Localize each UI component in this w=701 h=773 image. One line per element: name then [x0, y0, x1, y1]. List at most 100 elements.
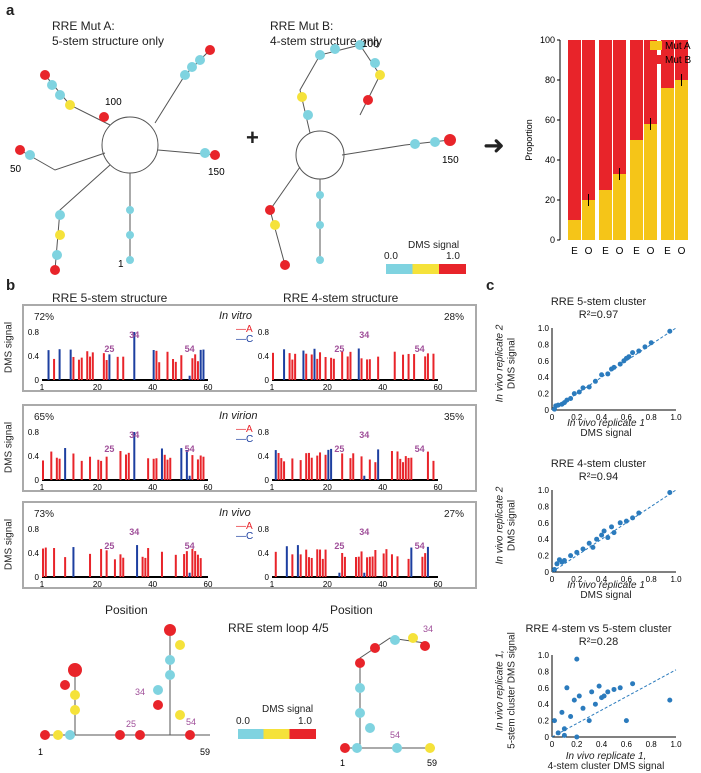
dms-bar — [275, 450, 277, 480]
scatter-point — [574, 550, 579, 555]
dms-bar — [147, 548, 149, 577]
dms-bar — [164, 455, 166, 480]
dms-bar — [305, 550, 307, 577]
dms-bar — [432, 354, 434, 380]
scatter-ylabel-2: DMS signal — [507, 466, 518, 586]
x-tick-label: 60 — [204, 483, 213, 492]
y-tick-label: 0.8 — [28, 328, 40, 337]
pos-50-label: 50 — [10, 164, 22, 175]
dms-bar — [144, 558, 146, 577]
stemloop-ann-54: 54 — [186, 717, 196, 727]
dms-bar — [128, 453, 130, 480]
position-annotation: 34 — [359, 527, 369, 537]
dms-bar — [180, 448, 182, 480]
scatter-point — [630, 515, 635, 520]
scatter-ylabel: In vivo replicate 2 — [495, 304, 506, 424]
y-axis-dms-label: DMS signal — [4, 413, 15, 483]
panel-b-label: b — [6, 277, 15, 294]
dms-bar — [155, 458, 157, 480]
position-annotation: 25 — [334, 541, 344, 551]
scatter-point — [630, 681, 635, 686]
dms-bar — [153, 350, 155, 380]
x-tick-label: 0.8 — [646, 575, 658, 584]
arrow-icon: ➜ — [483, 130, 505, 161]
dms-bar — [374, 462, 376, 480]
scatter-point — [618, 520, 623, 525]
y-tick-label: 0.2 — [538, 552, 550, 561]
bar-mut-b — [568, 40, 581, 220]
stemloop-ann-1: 1 — [38, 747, 43, 757]
x-tick-label: O — [616, 246, 624, 257]
dms-bar — [186, 551, 188, 577]
x-tick-label: 0.8 — [646, 740, 658, 749]
scatter-title: RRE 4-stem cluster — [496, 458, 701, 470]
bar-mut-b — [599, 40, 612, 190]
x-tick-label: 40 — [148, 580, 157, 589]
dms-bar — [100, 461, 102, 480]
x-tick-label: 0 — [550, 575, 555, 584]
stemloop-4stem-diagram: 25 34 54 1 59 — [335, 618, 445, 768]
dms-bar — [125, 455, 127, 480]
dms-bar — [408, 354, 410, 380]
dms-bar — [405, 456, 407, 480]
y-tick-label: 0.4 — [538, 373, 550, 382]
dms-bar — [108, 354, 110, 380]
dms-bar — [202, 350, 204, 380]
scatter-point — [587, 385, 592, 390]
pos-100-label: 100 — [105, 97, 122, 108]
mut-a-title: RRE Mut A: — [52, 19, 115, 34]
dms-bar — [175, 555, 177, 577]
scatter-panel: RRE 4-stem cluster R²=0.94 In vivo repli… — [496, 458, 701, 608]
dms-bar — [161, 552, 163, 577]
dms-bar — [72, 547, 74, 577]
dms-bar — [186, 450, 188, 480]
panel-c-label: c — [486, 277, 494, 294]
x-tick-label: 0.6 — [621, 413, 633, 422]
dms-bar — [432, 461, 434, 480]
x-tick-label: 1 — [270, 483, 275, 492]
dms-bar — [191, 549, 193, 577]
scatter-point — [618, 685, 623, 690]
stemloop-ann-59: 59 — [200, 747, 210, 757]
bar-mut-b — [644, 40, 657, 124]
dms-bar — [106, 360, 108, 380]
scatter-title: RRE 4-stem vs 5-stem cluster — [496, 623, 701, 635]
x-tick-label: 0 — [550, 413, 555, 422]
dms-bar — [189, 376, 191, 380]
dms-bar — [155, 351, 157, 380]
dms-bar — [424, 553, 426, 577]
stemloop-ann-34: 34 — [135, 687, 145, 697]
dms-bar — [280, 458, 282, 480]
dms-bar — [369, 557, 371, 577]
scatter-ylabel-2: DMS signal — [507, 304, 518, 424]
dms-bar — [78, 360, 80, 380]
dms-bar — [394, 352, 396, 380]
x-tick-label: 0.6 — [621, 575, 633, 584]
scatter-point — [599, 372, 604, 377]
dms-bar — [89, 457, 91, 480]
y-tick-label: 0.8 — [28, 428, 40, 437]
x-tick-label: 1 — [270, 383, 275, 392]
y-tick-label: 0.8 — [258, 428, 270, 437]
y-axis-dms-label: DMS signal — [4, 510, 15, 580]
dms-bar — [372, 557, 374, 577]
legend-c: —C — [236, 434, 253, 445]
dms-bar — [366, 557, 368, 577]
y-axis-dms-label: DMS signal — [4, 313, 15, 383]
scatter-point — [581, 385, 586, 390]
dms-bar — [291, 458, 293, 480]
dms-bar — [53, 548, 55, 577]
stemloop-title: RRE stem loop 4/5 — [228, 621, 329, 636]
condition-label: In vivo — [219, 507, 251, 519]
dms-bar — [361, 358, 363, 380]
scatter-point — [612, 365, 617, 370]
y-tick-label: 0.4 — [538, 700, 550, 709]
dms-bar — [349, 458, 351, 480]
dms-bar — [408, 458, 410, 480]
x-tick-label: 0.2 — [571, 413, 583, 422]
scatter-point — [562, 733, 567, 738]
y-tick-label: 0 — [550, 235, 555, 245]
x-tick-label: 0.2 — [571, 740, 583, 749]
scatter-point — [562, 726, 567, 731]
